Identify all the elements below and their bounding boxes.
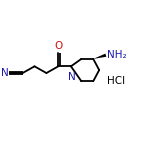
Polygon shape xyxy=(93,54,106,59)
Text: NH₂: NH₂ xyxy=(107,50,126,60)
Text: N: N xyxy=(68,72,76,82)
Text: O: O xyxy=(54,41,62,51)
Text: HCl: HCl xyxy=(107,76,126,86)
Text: N: N xyxy=(1,68,9,78)
